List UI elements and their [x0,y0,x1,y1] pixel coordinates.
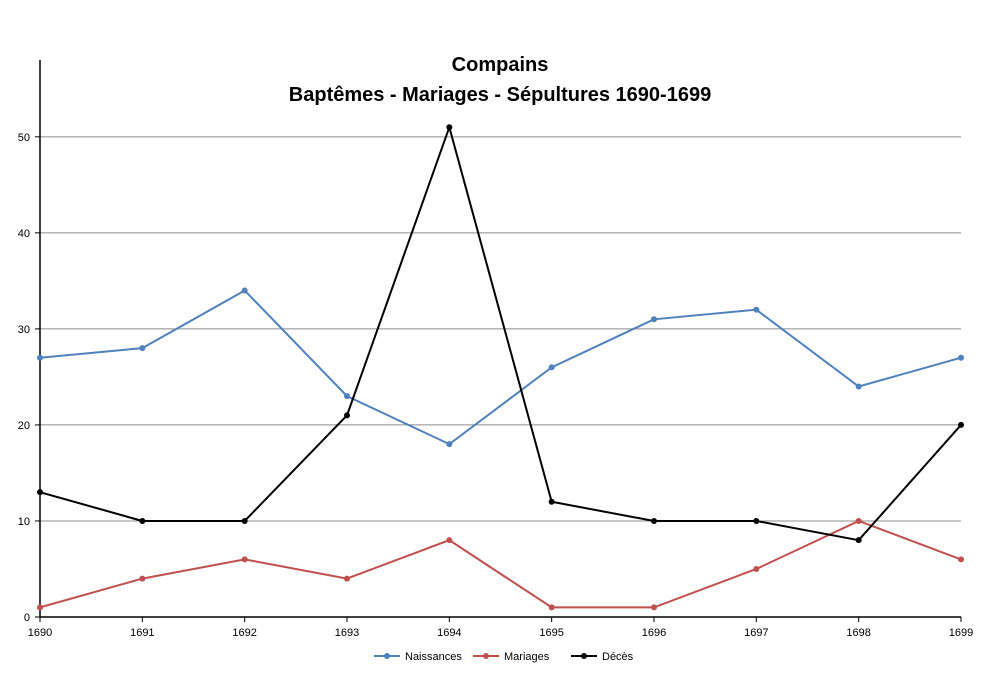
data-point [651,316,657,323]
data-point [651,517,657,524]
data-point [958,354,964,361]
data-point [344,575,350,582]
data-point [651,604,657,611]
x-tick-labels: 1690 1691 1692 1693 1694 1695 1696 1697 1698 1699 [28,627,973,639]
y-tick-label: 30 [18,324,30,336]
y-tick-label: 10 [18,516,30,528]
legend-marker [483,653,489,659]
x-tick-label: 1698 [846,627,870,639]
data-point [344,412,350,419]
legend-label: Naissances [405,651,462,663]
x-tick-label: 1699 [949,627,973,639]
legend-marker [384,653,390,659]
data-point [446,537,453,544]
data-point [241,556,248,563]
data-point [753,306,760,313]
legend: Naissances Mariages Décès [374,651,634,663]
x-tick-label: 1693 [335,627,359,639]
data-point [548,498,555,505]
axes [35,60,962,622]
data-point [241,517,248,524]
data-point [855,537,862,544]
x-tick-label: 1690 [28,627,52,639]
data-point [958,556,964,563]
data-point [344,393,350,400]
x-tick-label: 1692 [232,627,256,639]
data-point [241,287,248,294]
data-point [855,383,862,390]
data-point [37,604,43,611]
data-point [753,517,760,524]
data-point [37,489,43,496]
data-point [855,517,862,524]
y-tick-label: 20 [18,420,30,432]
series-line-mariages [39,519,962,609]
x-tick-label: 1695 [539,627,563,639]
x-tick-label: 1694 [437,627,461,639]
legend-label: Mariages [504,651,550,663]
data-point [37,354,43,361]
legend-label: Décès [602,651,634,663]
data-point [139,345,146,352]
data-point [446,124,453,131]
data-point [548,604,555,611]
data-point [548,364,555,371]
y-tick-labels: 0 10 20 30 40 50 [18,132,30,624]
chart-subtitle: Baptêmes - Mariages - Sépultures 1690-16… [289,84,711,106]
y-tick-label: 40 [18,228,30,240]
series-line-naissances [39,289,962,446]
x-tick-label: 1697 [744,627,768,639]
x-tick-label: 1691 [130,627,154,639]
data-point [753,565,760,572]
data-point [139,517,146,524]
y-tick-label: 0 [24,612,30,624]
gridlines [40,136,961,522]
y-tick-label: 50 [18,132,30,144]
data-point [958,421,964,428]
data-point [139,575,146,582]
legend-marker [581,653,587,659]
series-lines [37,123,964,611]
data-point [446,441,453,448]
x-tick-label: 1696 [642,627,666,639]
chart-title: Compains [452,54,549,76]
series-line-décès [39,123,962,542]
